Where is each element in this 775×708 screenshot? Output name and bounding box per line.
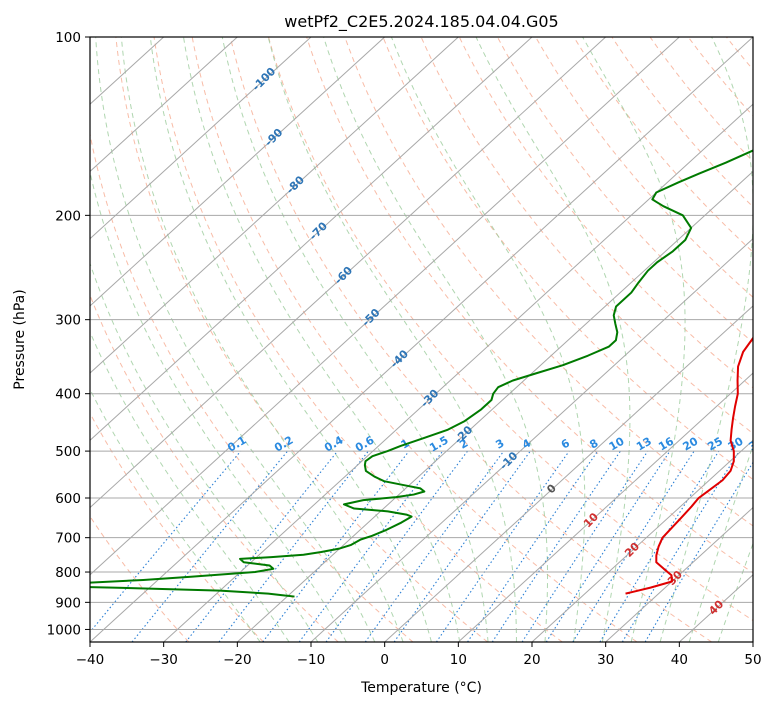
- dry-adiabat-line: [649, 37, 753, 163]
- moist-adiabat-line: [120, 37, 404, 642]
- mixing-ratio-line: [185, 450, 338, 642]
- mixing-ratio-line: [491, 450, 621, 642]
- x-tick-label: 10: [450, 652, 467, 668]
- isotherm-line: [90, 37, 607, 509]
- isotherm-line: [90, 37, 533, 442]
- moist-adiabat-line: [323, 37, 549, 642]
- isotherm-line: [90, 37, 753, 642]
- y-tick-label: 700: [55, 531, 81, 547]
- mixing-ratio-line: [262, 450, 410, 642]
- dry-adiabat-line: [115, 37, 488, 642]
- isotherm-line: [236, 170, 753, 642]
- isotherm-line: [90, 37, 238, 173]
- mixing-ratio-label: 8: [587, 437, 600, 452]
- isotherm-line: [531, 439, 753, 642]
- isotherm-line: [310, 237, 753, 642]
- x-axis-label: Temperature (°C): [360, 680, 482, 696]
- isotherm-line: [752, 641, 753, 642]
- moist-adiabat-line: [90, 262, 319, 642]
- dry-adiabat-line: [268, 37, 753, 622]
- moist-adiabat-line: [688, 443, 753, 642]
- y-tick-label: 800: [55, 565, 81, 581]
- dry-adiabat-line: [90, 293, 339, 642]
- isotherm-line: [90, 37, 680, 576]
- plot-frame: [89, 36, 754, 643]
- isotherm-line: [384, 305, 753, 642]
- dry-adiabat-line: [535, 37, 753, 298]
- dry-adiabat-line: [90, 131, 414, 642]
- dewpoint-line: [90, 149, 753, 598]
- dry-adiabat-line: [344, 37, 753, 527]
- x-tick-label: 0: [380, 652, 389, 668]
- isoline-labels: 0.1 0.2 0.4 0.6 1 1.5 2 3 4 6 8 10 13 16 20 25 30 36-100-…: [225, 65, 766, 618]
- mixing-ratio-line: [325, 450, 468, 642]
- moist-adiabat-line: [267, 37, 517, 642]
- moist-adiabat-line: [390, 37, 586, 642]
- chart-title: wetPf2_C2E5.2024.185.04.04.G05: [284, 12, 558, 32]
- isotherm-line: [163, 103, 753, 642]
- dry-adiabat-line: [90, 412, 264, 642]
- x-tick-label: 30: [597, 652, 614, 668]
- y-tick-label: 1000: [47, 622, 81, 638]
- y-tick-label: 300: [55, 313, 81, 329]
- profile-lines: [90, 149, 753, 598]
- y-tick-label: 500: [55, 444, 81, 460]
- x-tick-label: 50: [744, 652, 761, 668]
- isotherm-line: [90, 37, 459, 374]
- x-tick-label: −20: [223, 652, 252, 668]
- x-tick-label: −40: [76, 652, 105, 668]
- mixing-ratio-line: [545, 450, 671, 642]
- moist-adiabat-line: [90, 170, 347, 642]
- y-tick-label: 400: [55, 387, 81, 403]
- x-tick-label: 20: [523, 652, 540, 668]
- y-tick-label: 200: [55, 208, 81, 224]
- isotherm-line: [457, 372, 753, 642]
- dry-adiabat-line: [191, 37, 638, 642]
- dry-adiabat-line: [765, 37, 775, 642]
- mixing-ratio-line: [467, 450, 599, 642]
- isotherm-line: [90, 37, 312, 240]
- dry-adiabat-line: [153, 37, 563, 642]
- dry-adiabat-line: [306, 37, 753, 574]
- mixing-ratio-line: [621, 450, 740, 642]
- y-tick-label: 600: [55, 491, 81, 507]
- dry-adiabat-line: [90, 515, 190, 642]
- mixing-ratio-line: [644, 461, 753, 642]
- isotherm-line: [90, 37, 386, 307]
- mixing-ratio-line: [364, 450, 505, 642]
- moist-adiabat-line: [221, 37, 489, 642]
- mixing-ratio-label: 36: [746, 434, 766, 453]
- dry-adiabat-line: [496, 37, 753, 344]
- y-axis-label: Pressure (hPa): [12, 289, 28, 389]
- moist-adiabat-line: [475, 37, 631, 642]
- dry-adiabat-line: [687, 37, 753, 117]
- moist-adiabat-line: [149, 37, 432, 642]
- mixing-ratio-label: 3: [493, 437, 506, 452]
- mixing-ratio-line: [131, 450, 289, 642]
- temperature-line: [625, 336, 753, 595]
- y-tick-label: 100: [55, 30, 81, 46]
- moist-adiabat-line: [90, 330, 290, 642]
- moist-adiabat-line: [90, 388, 261, 642]
- isotherm-line: [605, 506, 753, 642]
- x-tick-label: 40: [671, 652, 688, 668]
- axis-ticks: −40 −30 −20 −10 0 10 20 30 40 50 1000 900 800 700 600 5…: [47, 30, 762, 668]
- mixing-ratio-line: [90, 450, 242, 633]
- background-lines: [90, 37, 775, 642]
- mixing-ratio-line: [521, 450, 649, 642]
- mixing-ratio-line: [572, 450, 695, 642]
- x-tick-label: −10: [297, 652, 326, 668]
- mixing-ratio-line: [435, 450, 570, 642]
- moist-adiabat-line: [95, 37, 376, 642]
- isotherm-label: -100: [250, 65, 279, 94]
- mixing-ratio-label: 6: [559, 436, 572, 451]
- x-tick-label: −30: [149, 652, 178, 668]
- dry-adiabat-line: [725, 37, 753, 71]
- dry-adiabat-line: [458, 37, 753, 389]
- moist-adiabat-line: [659, 37, 753, 642]
- moist-adiabat-line: [183, 37, 461, 642]
- y-tick-label: 900: [55, 595, 81, 611]
